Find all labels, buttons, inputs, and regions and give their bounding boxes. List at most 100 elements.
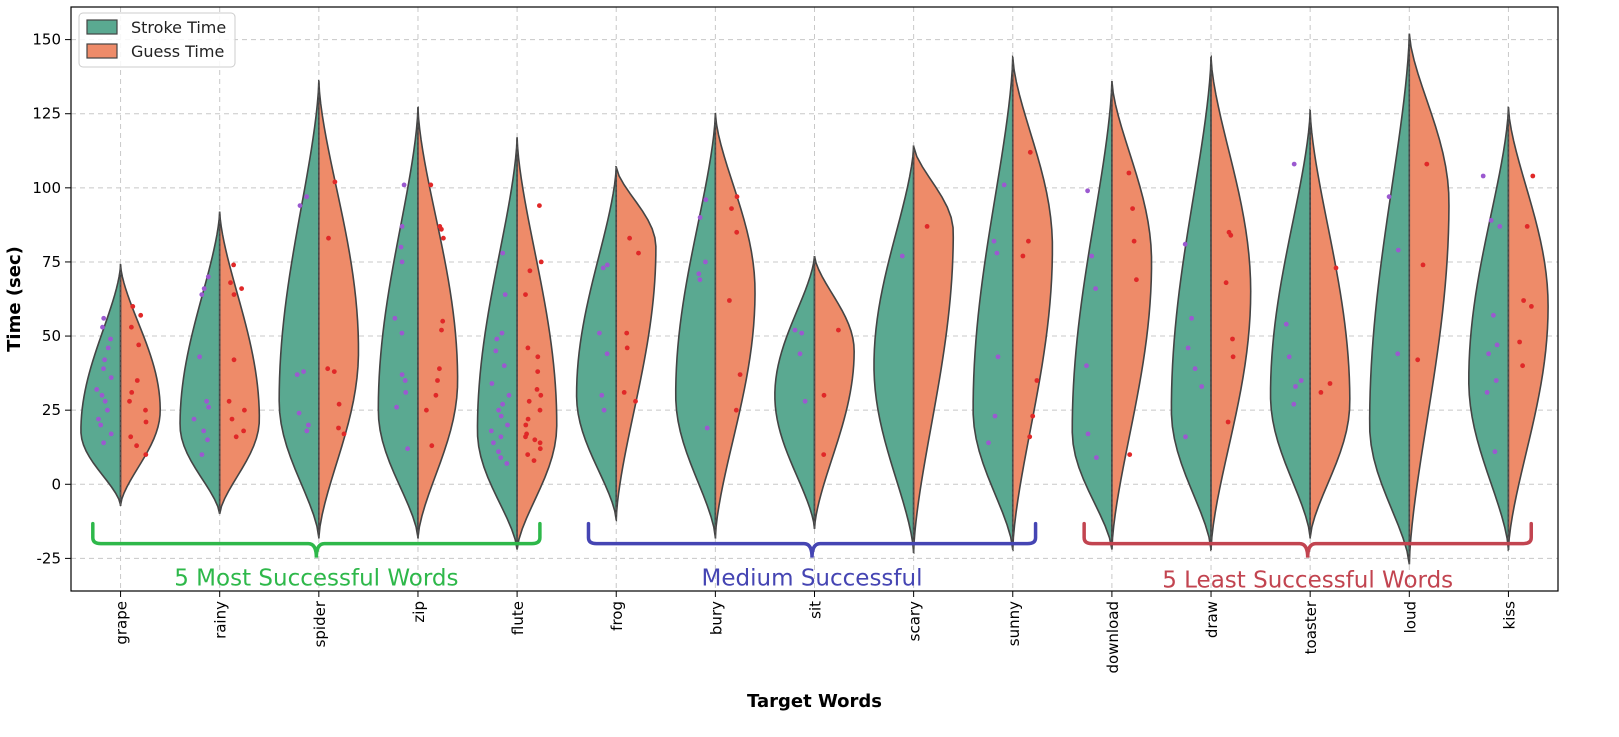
- point-stroke: [505, 422, 510, 428]
- point-guess: [128, 434, 134, 440]
- point-stroke: [108, 375, 114, 380]
- violin-stroke-zip: [377, 106, 419, 539]
- point-stroke: [488, 428, 494, 434]
- point-guess: [433, 392, 439, 398]
- point-guess: [1034, 378, 1040, 383]
- point-guess: [435, 378, 440, 383]
- point-stroke: [399, 372, 405, 377]
- point-stroke: [205, 274, 211, 280]
- point-guess: [129, 324, 134, 330]
- x-tick-label: rainy: [212, 601, 230, 639]
- point-stroke: [1492, 449, 1498, 455]
- point-stroke: [604, 351, 610, 357]
- legend-label-stroke-time: Stroke Time: [131, 18, 226, 37]
- point-guess: [129, 390, 135, 395]
- point-guess: [535, 354, 541, 360]
- group-label: 5 Most Successful Words: [174, 566, 458, 592]
- y-tick-label: 125: [32, 105, 61, 123]
- point-guess: [633, 398, 638, 404]
- point-stroke: [403, 390, 409, 395]
- point-guess: [226, 398, 232, 404]
- point-stroke: [697, 215, 703, 220]
- point-guess: [241, 428, 247, 434]
- violin-guess-sunny: [1011, 57, 1054, 550]
- point-guess: [228, 280, 233, 286]
- legend-swatch-stroke-time: [86, 19, 118, 35]
- point-guess: [138, 312, 144, 318]
- point-guess: [627, 235, 632, 241]
- point-guess: [737, 372, 743, 377]
- violin-guess-kiss: [1507, 107, 1549, 550]
- point-guess: [523, 292, 528, 297]
- point-stroke: [604, 262, 610, 268]
- y-axis-title: Time (sec): [4, 246, 25, 352]
- point-stroke: [986, 440, 991, 446]
- point-guess: [1228, 232, 1234, 238]
- x-tick-label: spider: [311, 600, 329, 647]
- point-stroke: [500, 401, 505, 407]
- x-tick-label: flute: [509, 601, 527, 635]
- point-stroke: [399, 259, 405, 265]
- point-stroke: [498, 413, 504, 419]
- point-stroke: [1192, 366, 1198, 372]
- point-stroke: [502, 292, 508, 297]
- point-guess: [1223, 280, 1229, 286]
- point-stroke: [199, 292, 205, 297]
- point-stroke: [496, 407, 501, 413]
- point-guess: [727, 298, 732, 303]
- point-guess: [734, 194, 740, 200]
- point-stroke: [703, 259, 708, 265]
- point-guess: [535, 369, 541, 374]
- violin-stroke-loud: [1368, 33, 1411, 565]
- point-stroke: [105, 345, 111, 351]
- group-label: 5 Least Successful Words: [1162, 568, 1453, 594]
- point-stroke: [197, 354, 203, 360]
- point-guess: [1130, 206, 1135, 212]
- violin-stroke-spider: [278, 79, 320, 539]
- point-guess: [1420, 262, 1426, 268]
- group-bracket: [586, 521, 1038, 558]
- point-stroke: [199, 452, 205, 457]
- x-tick-label: draw: [1203, 601, 1221, 638]
- point-stroke: [99, 392, 105, 398]
- point-guess: [1529, 304, 1534, 309]
- point-stroke: [1093, 286, 1098, 291]
- y-tick-label: -25: [37, 549, 62, 567]
- point-stroke: [304, 194, 309, 200]
- point-stroke: [401, 182, 407, 188]
- point-stroke: [1001, 182, 1007, 188]
- point-guess: [336, 425, 341, 431]
- x-tick-label: sunny: [1005, 601, 1023, 646]
- group-bracket: [91, 521, 542, 558]
- point-stroke: [1084, 363, 1089, 369]
- point-stroke: [506, 392, 512, 398]
- point-stroke: [1293, 384, 1298, 389]
- point-guess: [1126, 170, 1132, 176]
- y-tick-label: 100: [32, 179, 61, 197]
- point-guess: [1027, 149, 1033, 155]
- point-guess: [531, 458, 537, 463]
- group-bracket: [1082, 521, 1533, 558]
- point-guess: [523, 422, 529, 428]
- point-guess: [924, 224, 930, 229]
- point-stroke: [1484, 390, 1490, 395]
- point-stroke: [105, 407, 110, 413]
- point-guess: [836, 327, 841, 333]
- point-guess: [127, 398, 132, 404]
- violin-guess-sit: [813, 255, 855, 529]
- x-tick-label: scary: [906, 601, 924, 641]
- point-stroke: [500, 250, 506, 256]
- point-stroke: [101, 366, 106, 372]
- point-stroke: [296, 410, 302, 416]
- point-guess: [537, 203, 542, 209]
- violin-stroke-rainy: [179, 211, 221, 515]
- x-tick-label: bury: [707, 601, 725, 635]
- point-stroke: [1291, 161, 1297, 167]
- point-stroke: [1189, 315, 1194, 321]
- group-label: Medium Successful: [702, 566, 923, 592]
- point-stroke: [597, 330, 602, 336]
- violin-stroke-frog: [575, 165, 618, 522]
- point-guess: [534, 387, 540, 392]
- point-guess: [526, 398, 532, 404]
- point-stroke: [101, 440, 106, 446]
